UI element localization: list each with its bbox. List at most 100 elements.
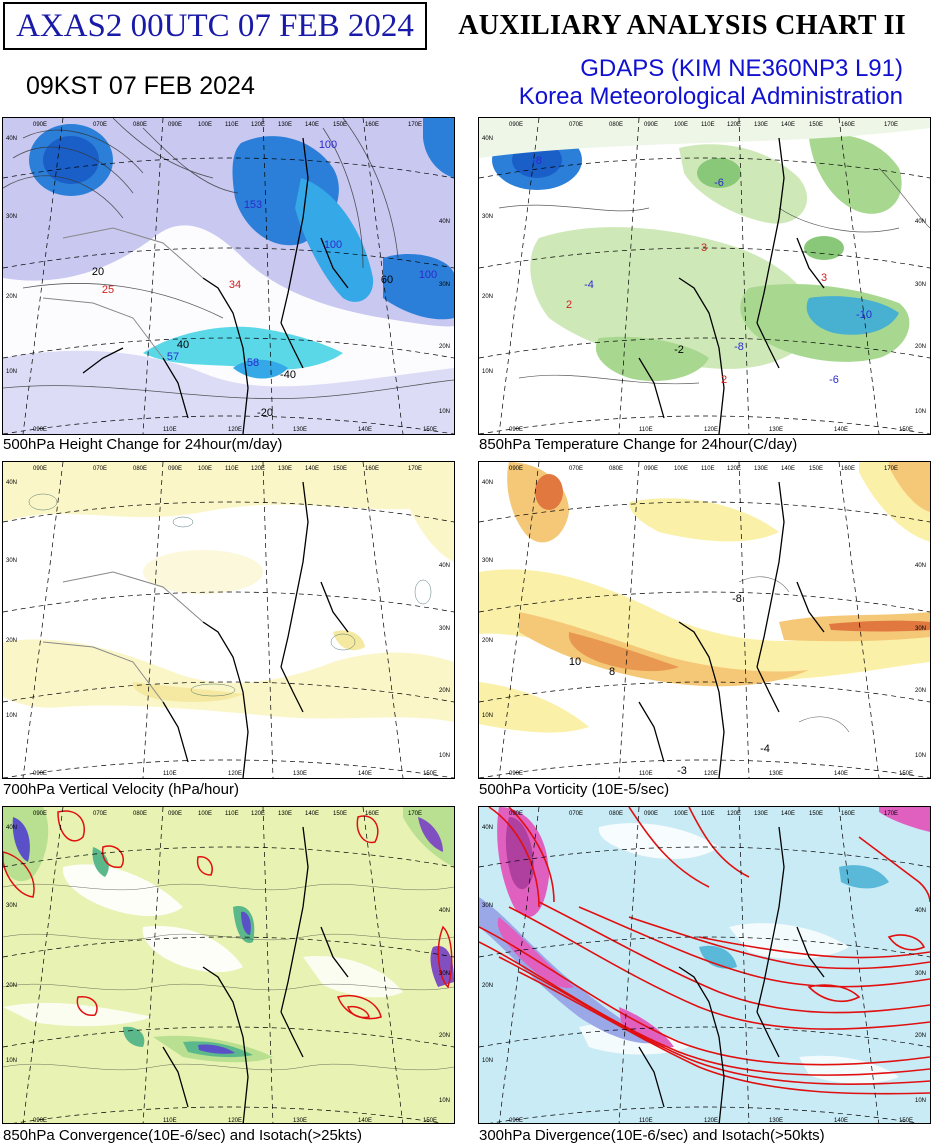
lon-label: 080E [609,811,623,817]
lat-label: 30N [915,626,926,632]
map-label: 10 [569,656,581,668]
lon-label: 090E [33,1118,47,1124]
lon-label: 120E [251,811,265,817]
lon-label: 110E [163,771,177,777]
lon-label: 080E [133,122,147,128]
lon-label: 140E [305,466,319,472]
lon-label: 140E [358,427,372,433]
lon-label: 110E [639,427,653,433]
lat-label: 20N [482,294,493,300]
lat-label: 40N [439,563,450,569]
lon-label: 130E [293,1118,307,1124]
lon-label: 110E [225,122,239,128]
map-label: -8 [532,155,542,167]
lon-label: 130E [754,811,768,817]
lon-label: 130E [278,466,292,472]
lat-label: 30N [915,282,926,288]
lat-label: 10N [915,753,926,759]
lon-label: 140E [781,811,795,817]
lat-label: 30N [439,626,450,632]
lon-label: 080E [133,466,147,472]
lon-label: 140E [305,122,319,128]
map-label: 100 [319,139,337,151]
lon-label: 160E [841,122,855,128]
lon-label: 140E [834,1118,848,1124]
lat-label: 30N [482,214,493,220]
lon-label: 120E [251,122,265,128]
map-label: 60 [381,274,393,286]
map-label: 3 [821,272,827,284]
lon-label: 150E [333,811,347,817]
map-divergence: 090E 070E 080E 090E 100E 110E 120E 130E … [479,807,930,1124]
lon-label: 150E [423,771,437,777]
lon-label: 070E [569,122,583,128]
map-label: 8 [609,666,615,678]
lon-label: 090E [509,811,523,817]
lat-label: 20N [482,638,493,644]
lon-label: 140E [358,771,372,777]
lat-label: 20N [439,688,450,694]
panel-divergence: 090E 070E 080E 090E 100E 110E 120E 130E … [478,806,931,1124]
lon-label: 130E [293,427,307,433]
lon-label: 100E [198,122,212,128]
lon-label: 130E [293,771,307,777]
lon-label: 090E [509,427,523,433]
map-label: 2 [721,374,727,386]
lon-label: 110E [225,466,239,472]
lon-label: 100E [674,122,688,128]
lon-label: 070E [93,122,107,128]
panel-height-change: 100 153 100 100 57 58 20 40 60 -20 -40 2… [2,117,455,435]
lon-label: 090E [33,811,47,817]
panel-temperature-change: -8 -6 -10 -8 -6 -4 -2 3 2 3 2 090E 070E … [478,117,931,435]
map-label: 153 [244,199,262,211]
lon-label: 110E [225,811,239,817]
lat-label: 30N [915,971,926,977]
caption-height-change: 500hPa Height Change for 24hour(m/day) [3,436,283,453]
lat-label: 40N [439,908,450,914]
lon-label: 120E [727,466,741,472]
map-label: -40 [280,369,296,381]
lon-label: 090E [644,811,658,817]
lon-label: 140E [781,122,795,128]
lon-label: 090E [644,122,658,128]
map-label: -3 [677,765,687,777]
map-label: -4 [584,279,594,291]
lat-label: 20N [915,1033,926,1039]
lon-label: 130E [754,466,768,472]
lon-label: 100E [674,466,688,472]
map-convergence: 090E 070E 080E 090E 100E 110E 120E 130E … [3,807,454,1124]
lon-label: 070E [93,811,107,817]
map-label: 57 [167,351,179,363]
lon-label: 110E [701,811,715,817]
lat-label: 20N [915,688,926,694]
lon-label: 080E [133,811,147,817]
lat-label: 10N [915,1098,926,1104]
map-label: 25 [102,284,114,296]
lon-label: 070E [569,811,583,817]
lat-label: 40N [915,563,926,569]
lon-label: 140E [834,427,848,433]
lon-label: 140E [305,811,319,817]
lon-label: 160E [365,811,379,817]
lat-label: 10N [6,713,17,719]
map-label: 2 [566,299,572,311]
panel-vertical-velocity: 090E 070E 080E 090E 100E 110E 120E 130E … [2,461,455,779]
local-time: 09KST 07 FEB 2024 [26,72,255,100]
lat-label: 30N [482,558,493,564]
lon-label: 130E [769,771,783,777]
lat-label: 30N [482,903,493,909]
map-label: -20 [257,407,273,419]
map-label: 100 [419,269,437,281]
lat-label: 30N [439,282,450,288]
lon-label: 130E [754,122,768,128]
map-label: -8 [732,593,742,605]
lat-label: 40N [6,825,17,831]
lon-label: 080E [609,466,623,472]
model-name: GDAPS (KIM NE360NP3 L91) [580,55,903,82]
map-height-change: 100 153 100 100 57 58 20 40 60 -20 -40 2… [3,118,454,434]
lon-label: 090E [509,1118,523,1124]
lon-label: 150E [423,427,437,433]
lat-label: 10N [482,713,493,719]
lon-label: 090E [509,466,523,472]
lon-label: 110E [701,466,715,472]
